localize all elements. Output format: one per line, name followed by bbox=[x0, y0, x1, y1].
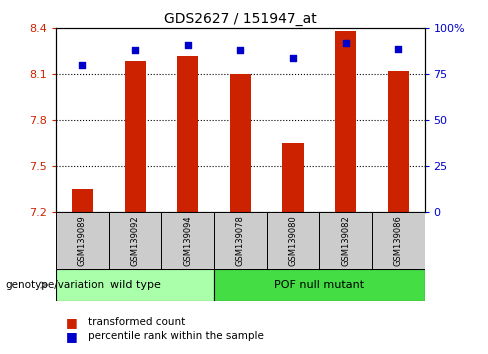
Text: GSM139094: GSM139094 bbox=[183, 215, 192, 266]
Title: GDS2627 / 151947_at: GDS2627 / 151947_at bbox=[164, 12, 317, 26]
Bar bbox=[372, 212, 425, 269]
Bar bbox=[266, 212, 319, 269]
Text: ■: ■ bbox=[66, 316, 78, 329]
Bar bbox=[56, 212, 109, 269]
Text: wild type: wild type bbox=[110, 280, 161, 290]
Bar bbox=[56, 269, 214, 301]
Text: GSM139092: GSM139092 bbox=[131, 215, 140, 266]
Text: transformed count: transformed count bbox=[88, 317, 185, 327]
Text: GSM139078: GSM139078 bbox=[236, 215, 245, 266]
Bar bbox=[162, 212, 214, 269]
Text: GSM139080: GSM139080 bbox=[288, 215, 298, 266]
Text: percentile rank within the sample: percentile rank within the sample bbox=[88, 331, 264, 341]
Bar bbox=[319, 212, 372, 269]
Bar bbox=[214, 212, 266, 269]
Bar bbox=[230, 74, 251, 212]
Text: genotype/variation: genotype/variation bbox=[5, 280, 104, 290]
Text: GSM139086: GSM139086 bbox=[394, 215, 403, 266]
Bar bbox=[124, 61, 145, 212]
Point bbox=[184, 42, 192, 48]
Bar bbox=[214, 269, 425, 301]
Bar bbox=[283, 143, 304, 212]
Bar bbox=[72, 189, 93, 212]
Point bbox=[394, 46, 402, 51]
Text: POF null mutant: POF null mutant bbox=[274, 280, 365, 290]
Point bbox=[237, 47, 244, 53]
Point bbox=[289, 55, 297, 61]
Point bbox=[342, 40, 349, 46]
Text: ■: ■ bbox=[66, 330, 78, 343]
Text: GSM139089: GSM139089 bbox=[78, 215, 87, 266]
Bar bbox=[177, 56, 198, 212]
Point bbox=[79, 62, 86, 68]
Bar bbox=[109, 212, 162, 269]
Point bbox=[131, 47, 139, 53]
Bar bbox=[388, 71, 409, 212]
Text: GSM139082: GSM139082 bbox=[341, 215, 350, 266]
Bar bbox=[335, 32, 356, 212]
